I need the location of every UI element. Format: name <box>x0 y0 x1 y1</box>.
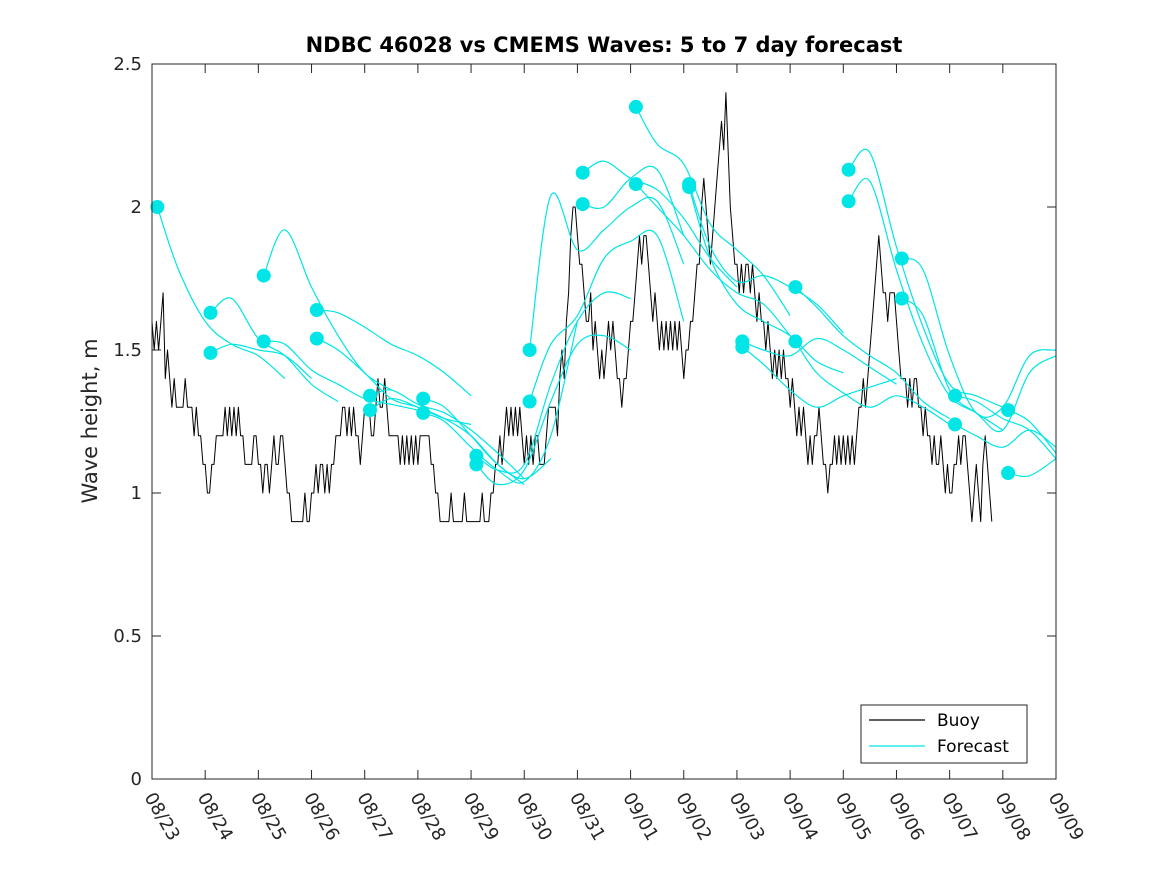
forecast-start-point <box>256 334 271 349</box>
forecast-series-line <box>476 291 631 474</box>
x-tick-label: 09/04 <box>778 789 822 844</box>
forecast-series-line <box>954 395 1057 460</box>
y-tick-label: 1.5 <box>113 340 142 361</box>
marker-layer <box>150 99 1016 480</box>
forecast-series-line <box>741 346 897 408</box>
plot-area <box>152 64 1056 779</box>
buoy-series-line <box>151 92 993 523</box>
x-tick-label: 08/30 <box>512 789 556 844</box>
forecast-series-line <box>369 389 525 480</box>
forecast-series-line <box>475 334 631 486</box>
y-tick-label: 2 <box>131 197 142 218</box>
x-tick-label: 08/23 <box>140 789 184 844</box>
forecast-series-line <box>422 321 578 484</box>
x-tick-label: 09/06 <box>884 789 928 844</box>
forecast-start-point <box>522 394 537 409</box>
forecast-start-point <box>469 457 484 472</box>
forecast-series-line <box>688 183 844 334</box>
forecast-start-point <box>948 388 962 403</box>
legend-box <box>860 704 1028 764</box>
forecast-start-point <box>894 291 909 306</box>
forecast-series-line <box>794 286 950 420</box>
y-axis-label: Wave height, m <box>78 338 102 503</box>
forecast-series-line <box>529 192 685 351</box>
forecast-series-line <box>794 341 950 425</box>
x-tick-label: 09/05 <box>831 789 875 844</box>
legend-label-buoy: Buoy <box>937 711 980 731</box>
x-tick-label: 08/24 <box>193 789 237 844</box>
y-tick-label: 0.5 <box>113 626 142 647</box>
y-tick-label: 1 <box>131 483 142 504</box>
forecast-start-point <box>203 305 218 320</box>
forecast-series-line <box>210 297 339 403</box>
plot-frame <box>151 63 1057 780</box>
forecast-start-point <box>309 331 324 346</box>
forecast-start-point <box>363 403 377 418</box>
legend-label-forecast: Forecast <box>937 737 1009 757</box>
x-tick-label: 09/08 <box>990 789 1034 844</box>
forecast-start-point <box>203 345 218 360</box>
forecast-start-point <box>788 280 803 295</box>
chart-title: NDBC 46028 vs CMEMS Waves: 5 to 7 day fo… <box>306 33 903 57</box>
forecast-series-line <box>582 165 685 236</box>
x-tick-label: 08/29 <box>459 789 503 844</box>
forecast-series-line <box>848 148 1004 408</box>
x-tick-label: 09/09 <box>1044 789 1088 844</box>
x-tick-label: 08/25 <box>246 789 290 844</box>
forecast-start-point <box>841 162 856 177</box>
forecast-start-point <box>841 194 856 209</box>
forecast-start-point <box>256 268 271 283</box>
forecast-start-point <box>575 197 590 212</box>
forecast-series-line <box>422 398 552 480</box>
forecast-start-point <box>948 417 962 432</box>
forecast-start-point <box>522 343 537 357</box>
forecast-start-point <box>1001 403 1016 418</box>
forecast-series-line <box>742 337 897 385</box>
y-tick-label: 0 <box>131 769 142 790</box>
forecast-start-point <box>416 405 431 420</box>
x-tick-label: 08/28 <box>406 789 450 844</box>
forecast-start-point <box>575 165 590 180</box>
forecast-start-point <box>788 334 803 349</box>
forecast-start-point <box>628 99 643 114</box>
forecast-start-point <box>1001 466 1016 480</box>
forecast-series-line <box>316 309 472 397</box>
x-tick-label: 08/26 <box>299 789 343 844</box>
forecast-series-line <box>635 183 791 337</box>
x-tick-label: 08/31 <box>565 789 609 844</box>
series-layer <box>151 92 1057 523</box>
forecast-start-point <box>309 303 324 317</box>
forecast-start-point <box>735 340 750 355</box>
forecast-series-line <box>901 297 1057 433</box>
forecast-series-line <box>954 423 1057 448</box>
forecast-series-line <box>688 186 844 374</box>
forecast-series-line <box>263 340 419 411</box>
forecast-start-point <box>894 251 909 266</box>
x-tick-label: 09/02 <box>671 789 715 844</box>
x-tick-label: 09/03 <box>725 789 769 844</box>
forecast-start-point <box>150 200 165 214</box>
forecast-start-point <box>628 177 643 192</box>
x-tick-label: 09/07 <box>937 789 981 844</box>
forecast-start-point <box>363 388 377 403</box>
forecast-series-line <box>529 229 685 402</box>
y-tick-label: 2.5 <box>113 54 142 75</box>
forecast-start-point <box>416 391 431 406</box>
x-tick-label: 09/01 <box>618 789 662 844</box>
forecast-series-line <box>156 206 286 380</box>
forecast-start-point <box>682 180 697 194</box>
x-tick-label: 08/27 <box>352 789 396 844</box>
legend: Buoy Forecast <box>860 704 1028 764</box>
forecast-series-line <box>210 343 312 380</box>
